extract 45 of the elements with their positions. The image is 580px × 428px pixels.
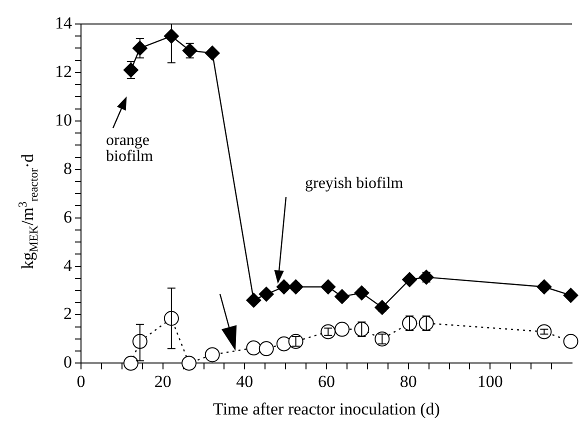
point	[536, 324, 552, 340]
point	[182, 356, 197, 371]
x-tick-label: 60	[318, 372, 335, 391]
point	[374, 331, 390, 346]
x-tick-label: 100	[477, 372, 503, 391]
point	[563, 288, 578, 303]
point	[246, 340, 262, 356]
annotation: greyish biofilm	[305, 175, 404, 192]
point	[164, 310, 179, 326]
point	[418, 270, 434, 285]
x-tick-label: 20	[154, 372, 172, 391]
x-axis-title: Time after reactor inoculation (d)	[213, 399, 440, 418]
point	[132, 334, 148, 349]
point	[276, 279, 292, 294]
y-tick-label: 14	[55, 13, 72, 32]
point	[374, 300, 390, 315]
point	[288, 279, 304, 294]
y-tick-label: 8	[64, 158, 72, 178]
point	[258, 341, 274, 356]
point	[182, 43, 198, 58]
point	[402, 272, 418, 288]
point	[123, 356, 138, 371]
point	[288, 334, 304, 349]
point	[246, 292, 262, 308]
x-tick-label: 40	[236, 372, 254, 391]
y-tick-label: 6	[64, 207, 72, 226]
x-tick-label: 0	[76, 372, 86, 391]
point	[334, 289, 350, 304]
point	[204, 347, 220, 362]
point	[536, 279, 552, 294]
y-tick-label: 10	[55, 110, 72, 130]
y-tick-label: 12	[55, 62, 72, 81]
point	[563, 334, 578, 349]
y-tick-label: 0	[64, 352, 72, 372]
y-tick-label: 2	[64, 304, 72, 324]
point	[258, 286, 274, 302]
point	[204, 46, 220, 61]
point	[320, 324, 336, 340]
point	[354, 285, 370, 300]
annotation: orange biofilm	[106, 132, 154, 165]
point	[276, 336, 292, 352]
point	[334, 322, 350, 337]
x-tick-label: 80	[400, 372, 417, 391]
y-tick-label: 4	[64, 256, 72, 275]
point	[320, 279, 336, 294]
